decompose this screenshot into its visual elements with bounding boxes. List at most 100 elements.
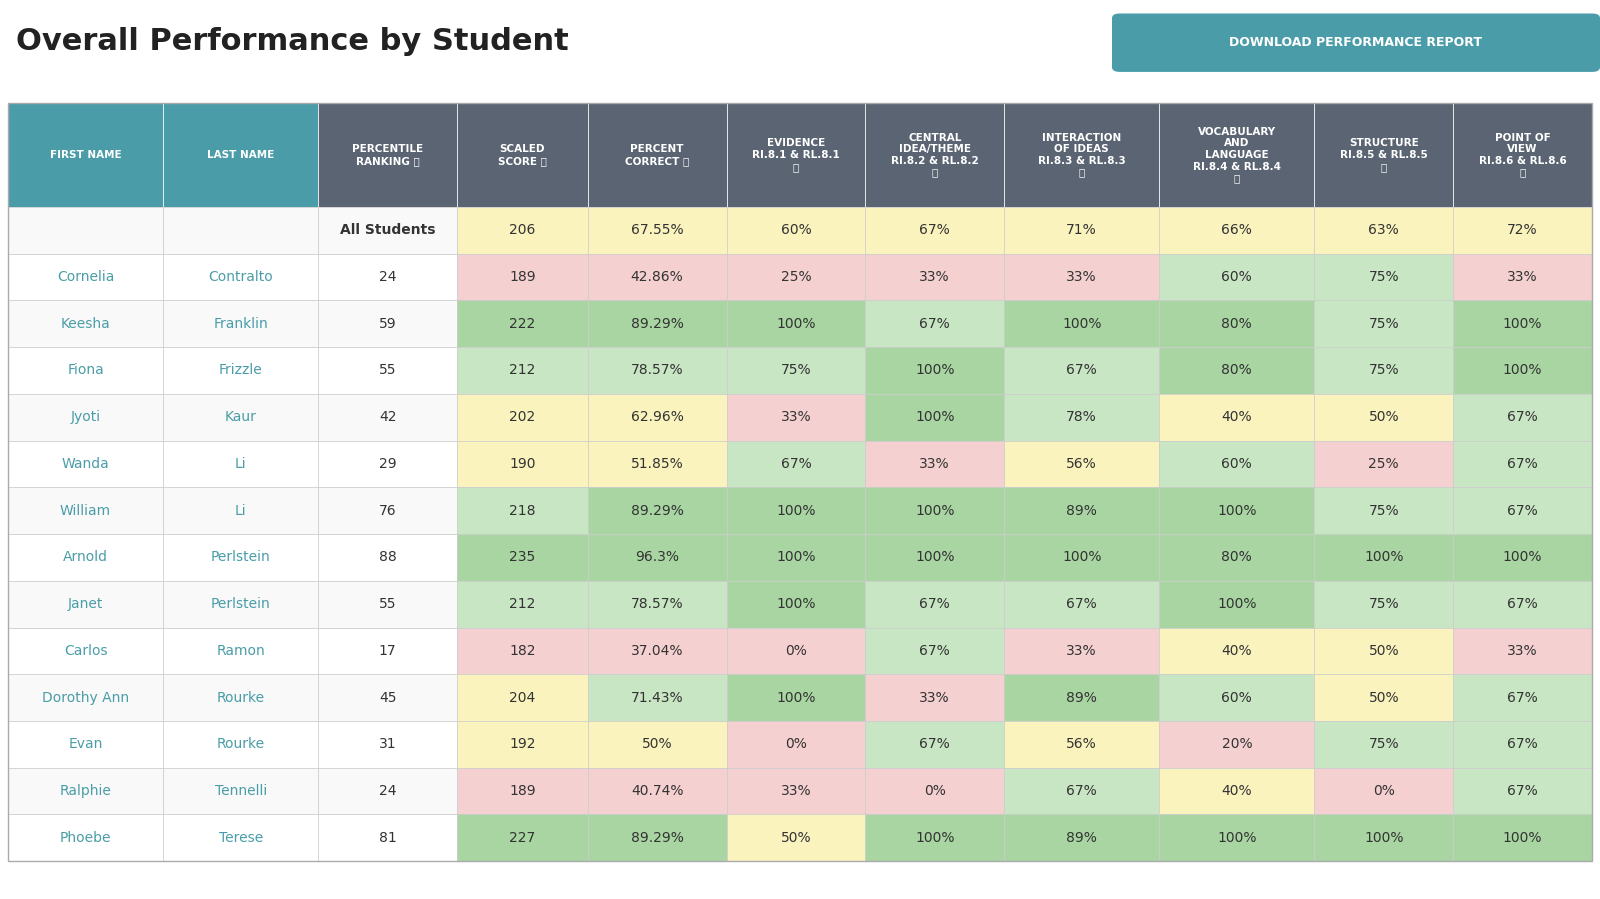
Bar <box>1005 581 1160 628</box>
Text: VOCABULARY
AND
LANGUAGE
RI.8.4 & RL.8.4
❓: VOCABULARY AND LANGUAGE RI.8.4 & RL.8.4 … <box>1194 127 1282 183</box>
Text: 25%: 25% <box>781 270 811 284</box>
Bar <box>318 394 458 441</box>
Text: Dorothy Ann: Dorothy Ann <box>42 690 130 705</box>
Bar <box>1453 628 1592 674</box>
Bar <box>866 394 1005 441</box>
Text: 20%: 20% <box>1221 737 1253 752</box>
Bar <box>866 207 1005 254</box>
Text: 67%: 67% <box>920 223 950 237</box>
Bar <box>1453 534 1592 581</box>
Text: EVIDENCE
RI.8.1 & RL.8.1
❓: EVIDENCE RI.8.1 & RL.8.1 ❓ <box>752 138 840 172</box>
Bar <box>318 814 458 861</box>
Bar <box>8 254 163 300</box>
Text: 212: 212 <box>509 597 536 611</box>
Text: 89%: 89% <box>1066 503 1098 518</box>
Bar <box>318 347 458 394</box>
Bar <box>1160 768 1314 814</box>
Bar <box>8 207 163 254</box>
Text: 67%: 67% <box>1507 410 1538 424</box>
Text: 33%: 33% <box>1066 270 1098 284</box>
Bar <box>163 347 318 394</box>
Text: 75%: 75% <box>1368 597 1398 611</box>
Bar <box>458 768 587 814</box>
Text: 189: 189 <box>509 784 536 798</box>
Bar <box>8 441 163 487</box>
Bar <box>8 628 163 674</box>
Bar <box>866 103 1005 207</box>
Text: 78.57%: 78.57% <box>630 597 683 611</box>
Bar <box>1453 814 1592 861</box>
Bar <box>318 721 458 768</box>
Bar <box>726 721 866 768</box>
Text: 17: 17 <box>379 644 397 658</box>
Bar <box>8 674 163 721</box>
Text: 67%: 67% <box>920 644 950 658</box>
Bar <box>587 441 726 487</box>
Bar <box>1314 254 1453 300</box>
Bar <box>163 721 318 768</box>
Bar <box>163 487 318 534</box>
Text: Ralphie: Ralphie <box>59 784 112 798</box>
Bar <box>8 814 163 861</box>
Bar <box>587 300 726 347</box>
Bar <box>1314 581 1453 628</box>
Bar <box>8 581 163 628</box>
Text: 89.29%: 89.29% <box>630 831 683 845</box>
Bar <box>1160 534 1314 581</box>
Bar <box>1005 441 1160 487</box>
Bar <box>1160 300 1314 347</box>
Bar <box>1453 441 1592 487</box>
Text: SCALED
SCORE ❓: SCALED SCORE ❓ <box>498 144 547 166</box>
Text: 33%: 33% <box>1507 644 1538 658</box>
Text: 75%: 75% <box>1368 363 1398 378</box>
Bar <box>726 254 866 300</box>
Bar <box>318 581 458 628</box>
Text: 40.74%: 40.74% <box>630 784 683 798</box>
Text: PERCENTILE
RANKING ❓: PERCENTILE RANKING ❓ <box>352 144 424 166</box>
Text: 40%: 40% <box>1221 644 1253 658</box>
Bar <box>8 721 163 768</box>
Bar <box>866 254 1005 300</box>
Text: Wanda: Wanda <box>62 457 109 471</box>
Bar <box>1453 394 1592 441</box>
Text: 50%: 50% <box>642 737 672 752</box>
Text: STRUCTURE
RI.8.5 & RL.8.5
❓: STRUCTURE RI.8.5 & RL.8.5 ❓ <box>1339 138 1427 172</box>
Bar <box>1005 487 1160 534</box>
Bar <box>866 814 1005 861</box>
Bar <box>587 628 726 674</box>
Bar <box>866 628 1005 674</box>
Bar <box>458 103 587 207</box>
Text: 0%: 0% <box>923 784 946 798</box>
Text: Ramon: Ramon <box>216 644 266 658</box>
Bar <box>8 347 163 394</box>
Bar <box>1005 768 1160 814</box>
Bar <box>1005 674 1160 721</box>
Text: Li: Li <box>235 503 246 518</box>
Bar <box>1314 207 1453 254</box>
Bar <box>8 487 163 534</box>
Text: Janet: Janet <box>67 597 104 611</box>
Text: 100%: 100% <box>915 503 955 518</box>
Text: 50%: 50% <box>1368 410 1398 424</box>
Bar <box>866 721 1005 768</box>
Text: 100%: 100% <box>915 363 955 378</box>
Text: 67%: 67% <box>1507 737 1538 752</box>
Bar <box>1160 441 1314 487</box>
Text: 100%: 100% <box>1062 316 1101 331</box>
Bar <box>458 207 587 254</box>
Text: 29: 29 <box>379 457 397 471</box>
Bar <box>726 347 866 394</box>
Bar <box>1314 441 1453 487</box>
Bar <box>8 103 163 207</box>
Text: 80%: 80% <box>1221 550 1253 565</box>
Bar <box>458 487 587 534</box>
Bar <box>458 441 587 487</box>
Bar <box>8 768 163 814</box>
Text: 75%: 75% <box>1368 737 1398 752</box>
Bar <box>587 768 726 814</box>
Bar <box>8 534 163 581</box>
Text: 67%: 67% <box>1507 784 1538 798</box>
Text: Li: Li <box>235 457 246 471</box>
Text: 71%: 71% <box>1066 223 1098 237</box>
Text: 50%: 50% <box>781 831 811 845</box>
